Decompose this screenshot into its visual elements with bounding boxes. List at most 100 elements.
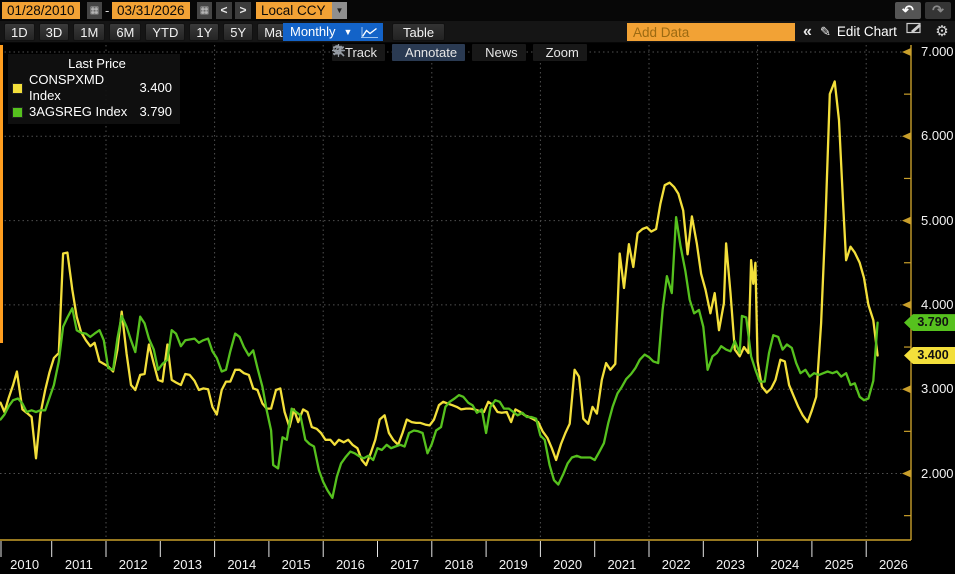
y-axis-label: 5.000 <box>921 212 954 228</box>
calendar-icon: ▦ <box>199 5 210 16</box>
y-major-tick <box>902 216 911 225</box>
edit-chart-label: Edit Chart <box>836 24 897 39</box>
add-data-input[interactable] <box>627 23 795 41</box>
line-chart-type-button[interactable] <box>356 23 383 41</box>
y-axis-label: 4.000 <box>921 296 954 312</box>
chart-tool-news[interactable]: News <box>333 44 526 61</box>
legend-item-conspxmd[interactable]: CONSPXMD Index 3.400 <box>12 72 172 104</box>
range-tab-1y[interactable]: 1Y <box>189 23 220 41</box>
x-axis-label: 2017 <box>390 557 419 572</box>
y-axis-label: 3.000 <box>921 381 954 397</box>
shift-range-forward-button[interactable]: > <box>235 2 251 19</box>
double-chevron-left-icon: « <box>803 23 812 40</box>
pencil-icon: ✎ <box>820 24 831 39</box>
x-axis-label: 2010 <box>10 557 39 572</box>
undo-button[interactable]: ↶ <box>895 2 921 19</box>
redo-button[interactable]: ↷ <box>925 2 951 19</box>
x-axis-label: 2019 <box>499 557 528 572</box>
currency-dropdown-button[interactable]: ▼ <box>332 2 347 19</box>
chart-tool-track[interactable]: Track <box>332 44 386 61</box>
chart-tools: Track Annotate News Zoom <box>332 44 587 61</box>
end-date-field[interactable]: 03/31/2026 <box>112 2 190 19</box>
x-axis-label: 2022 <box>662 557 691 572</box>
last-price-tag: 3.400 <box>904 346 955 364</box>
chart-tool-label: News <box>485 45 518 60</box>
undo-icon: ↶ <box>902 2 914 18</box>
x-axis-label: 2023 <box>716 557 745 572</box>
gear-icon: ⚙ <box>935 23 949 40</box>
range-tabs: 1D 3D 1M 6M YTD 1Y 5Y Max <box>2 21 298 43</box>
y-axis-label: 6.000 <box>921 128 954 144</box>
currency-field[interactable]: Local CCY <box>256 2 332 19</box>
legend-series-value: 3.790 <box>139 104 172 119</box>
calendar-icon: ▦ <box>89 5 100 16</box>
y-axis-label: 2.000 <box>921 465 954 481</box>
y-major-tick <box>902 132 911 141</box>
series-line-3agsreg <box>0 216 879 500</box>
end-date-calendar-button[interactable]: ▦ <box>197 2 212 19</box>
y-major-tick <box>902 469 911 478</box>
y-axis-label: 7.000 <box>921 44 954 59</box>
frequency-dropdown[interactable]: Monthly ▼ <box>283 23 360 41</box>
titlebar: 01/28/2010 ▦ - 03/31/2026 ▦ < > Local CC… <box>0 0 955 21</box>
y-major-tick <box>902 48 911 56</box>
chevron-left-icon: < <box>220 3 228 17</box>
legend-series-name: CONSPXMD Index <box>29 72 105 103</box>
chart-area: 2010 2011 2012 2013 2014 2015 2016 2017 2018 2019… <box>0 43 955 574</box>
legend-swatch <box>12 106 23 118</box>
chart-tool-label: Zoom <box>545 45 579 60</box>
x-axis-label: 2024 <box>770 557 799 572</box>
chart-annotation-mode-button[interactable] <box>906 22 926 34</box>
chart-tool-zoom[interactable]: Zoom <box>333 44 587 61</box>
collapse-panel-button[interactable]: « <box>800 22 815 42</box>
date-range-separator: - <box>105 3 110 18</box>
x-axis-label: 2026 <box>879 557 908 572</box>
last-price-tag: 3.790 <box>904 314 955 332</box>
chart-tool-label: Annotate <box>405 45 458 60</box>
panel-focus-accent-bar <box>0 45 3 343</box>
legend-swatch <box>12 82 23 94</box>
settings-button[interactable]: ⚙ <box>932 22 952 42</box>
range-tab-1d[interactable]: 1D <box>4 23 35 41</box>
series-line-conspxmd <box>0 80 879 467</box>
x-axis-label: 2015 <box>282 557 311 572</box>
shift-range-back-button[interactable]: < <box>216 2 232 19</box>
frequency-label: Monthly <box>290 24 336 39</box>
start-date-calendar-button[interactable]: ▦ <box>87 2 102 19</box>
chevron-down-icon: ▼ <box>335 6 344 15</box>
range-tab-1m[interactable]: 1M <box>73 23 106 41</box>
x-axis-label: 2014 <box>227 557 256 572</box>
range-tab-3d[interactable]: 3D <box>38 23 70 41</box>
chevron-right-icon: > <box>239 3 247 17</box>
chart-plot-area[interactable]: 2010 2011 2012 2013 2014 2015 2016 2017 2018 2019… <box>0 43 955 574</box>
edit-chart-button[interactable]: ✎ Edit Chart <box>820 22 897 42</box>
y-major-tick <box>902 385 911 394</box>
range-tab-6m[interactable]: 6M <box>109 23 142 41</box>
range-tab-5y[interactable]: 5Y <box>223 23 254 41</box>
legend-title: Last Price <box>68 56 126 71</box>
line-chart-icon <box>361 26 378 38</box>
chart-tool-label: Track <box>345 45 378 60</box>
y-major-tick <box>902 300 911 309</box>
x-axis-label: 2018 <box>445 557 474 572</box>
chart-tool-annotate[interactable]: Annotate <box>333 44 466 61</box>
x-axis-label: 2020 <box>553 557 582 572</box>
x-axis-label: 2016 <box>336 557 365 572</box>
legend-series-value: 3.400 <box>139 80 172 95</box>
x-axis-label: 2021 <box>607 557 636 572</box>
chevron-down-icon: ▼ <box>343 27 353 37</box>
legend: Last Price CONSPXMD Index 3.400 3AGSREG Ind… <box>8 54 180 124</box>
x-axis-label: 2011 <box>65 557 93 572</box>
table-button[interactable]: Table <box>392 23 446 41</box>
x-axis-label: 2025 <box>825 557 854 572</box>
x-axis-label: 2013 <box>173 557 202 572</box>
legend-series-name: 3AGSREG Index <box>29 104 128 119</box>
start-date-field[interactable]: 01/28/2010 <box>2 2 80 19</box>
legend-item-3agsreg[interactable]: 3AGSREG Index 3.790 <box>12 104 172 120</box>
range-tab-ytd[interactable]: YTD <box>145 23 186 41</box>
x-axis-label: 2012 <box>119 557 148 572</box>
redo-icon: ↷ <box>932 2 944 18</box>
edit-chart-icon <box>906 22 926 34</box>
